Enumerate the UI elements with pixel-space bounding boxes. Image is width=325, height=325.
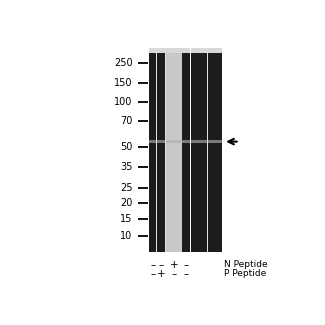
- Text: 20: 20: [120, 198, 133, 208]
- Text: 150: 150: [114, 78, 133, 88]
- Bar: [149, 49, 156, 252]
- Bar: [166, 48, 182, 53]
- Text: P Peptide: P Peptide: [224, 269, 266, 278]
- Bar: [207, 49, 208, 252]
- Text: –: –: [150, 260, 155, 270]
- Bar: [149, 140, 156, 143]
- Bar: [166, 49, 182, 252]
- Bar: [157, 48, 165, 53]
- Bar: [207, 48, 208, 53]
- Text: 100: 100: [114, 97, 133, 107]
- Bar: [149, 48, 156, 53]
- Bar: [191, 48, 207, 53]
- Bar: [157, 140, 165, 143]
- Text: +: +: [157, 269, 165, 279]
- Text: –: –: [150, 269, 155, 279]
- Text: –: –: [184, 269, 189, 279]
- Text: 70: 70: [120, 116, 133, 126]
- Bar: [208, 140, 222, 143]
- Text: N Peptide: N Peptide: [224, 260, 267, 269]
- Bar: [182, 48, 190, 53]
- Text: 10: 10: [120, 231, 133, 241]
- Text: –: –: [171, 269, 176, 279]
- Bar: [182, 140, 190, 143]
- Bar: [157, 49, 165, 252]
- Bar: [208, 49, 222, 252]
- Text: 15: 15: [120, 214, 133, 224]
- Text: 250: 250: [114, 58, 133, 68]
- Text: +: +: [170, 260, 178, 270]
- Bar: [165, 48, 166, 53]
- Text: –: –: [159, 260, 164, 270]
- Bar: [182, 49, 190, 252]
- Text: 35: 35: [120, 162, 133, 172]
- Bar: [165, 49, 166, 252]
- Text: –: –: [184, 260, 189, 270]
- Bar: [208, 48, 222, 53]
- Bar: [190, 49, 191, 252]
- Bar: [166, 140, 182, 143]
- Bar: [191, 49, 207, 252]
- Text: 25: 25: [120, 183, 133, 193]
- Bar: [191, 140, 207, 143]
- Text: 50: 50: [120, 142, 133, 151]
